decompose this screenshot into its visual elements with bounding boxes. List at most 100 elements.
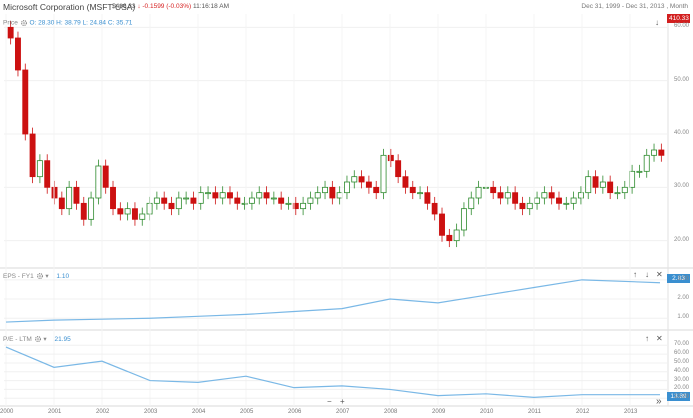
candle bbox=[95, 165, 102, 199]
eps-badge: 2.83 bbox=[667, 274, 690, 283]
candle bbox=[636, 170, 643, 173]
candle bbox=[563, 202, 570, 205]
candle bbox=[585, 176, 592, 194]
y-tick-label: 30.00 bbox=[673, 376, 689, 383]
candle bbox=[153, 197, 160, 204]
candle bbox=[80, 202, 87, 220]
x-tick-label: 2000 bbox=[0, 409, 14, 415]
candle bbox=[44, 160, 51, 188]
candle bbox=[570, 197, 577, 204]
candle bbox=[36, 160, 43, 178]
candle bbox=[651, 149, 657, 156]
gear-icon[interactable] bbox=[36, 272, 44, 280]
candle bbox=[453, 229, 460, 242]
y-tick-label: 2.00 bbox=[677, 295, 689, 302]
candle bbox=[241, 202, 248, 205]
x-tick-label: 2006 bbox=[288, 409, 302, 415]
candle bbox=[161, 197, 168, 204]
last-price: $416.33 bbox=[112, 3, 136, 10]
candle bbox=[205, 192, 212, 195]
candle bbox=[468, 197, 475, 210]
quote-time: 11:16:18 AM bbox=[192, 3, 229, 10]
date-range[interactable]: Dec 31, 1999 - Dec 31, 2013 , Month bbox=[581, 3, 688, 10]
candle bbox=[460, 208, 467, 231]
candle bbox=[417, 192, 424, 195]
candle bbox=[278, 197, 285, 204]
price-panel-label: Price bbox=[3, 19, 18, 27]
candle bbox=[88, 197, 95, 220]
candle bbox=[577, 192, 584, 199]
x-tick-label: 2007 bbox=[336, 409, 350, 415]
x-tick-label: 2013 bbox=[624, 409, 638, 415]
last-price-badge: 410.33 bbox=[667, 14, 690, 23]
pe-panel-title: P/E - LTM ▾ 21.95 bbox=[3, 335, 71, 343]
move-up-button[interactable]: ↑ bbox=[645, 334, 649, 343]
candle bbox=[307, 197, 314, 204]
zoom-in-button[interactable]: + bbox=[340, 397, 345, 406]
x-tick-label: 2001 bbox=[48, 409, 62, 415]
candle bbox=[29, 133, 36, 178]
candle bbox=[446, 234, 453, 242]
top-bar: Microsoft Corporation (MSFT-USA) $416.33… bbox=[0, 0, 693, 16]
gear-icon[interactable] bbox=[34, 335, 42, 343]
chevron-down-icon[interactable]: ▾ bbox=[45, 273, 49, 280]
security-title: Microsoft Corporation (MSFT-USA) bbox=[3, 2, 136, 12]
y-tick-label: 50.00 bbox=[673, 358, 689, 365]
move-down-button[interactable]: ↓ bbox=[645, 270, 649, 279]
candle bbox=[395, 160, 402, 178]
candle bbox=[607, 181, 614, 194]
candle bbox=[285, 202, 292, 205]
candle bbox=[15, 37, 21, 71]
move-up-button[interactable]: ↑ bbox=[633, 270, 637, 279]
candle bbox=[300, 202, 307, 210]
price-quote: $416.33 ↓ -0.1599 (-0.03%) 11:16:18 AM bbox=[112, 3, 229, 10]
scroll-forward-button[interactable]: » bbox=[656, 396, 662, 407]
move-down-button[interactable]: ↓ bbox=[655, 18, 659, 27]
y-tick-label: 40.00 bbox=[673, 130, 689, 136]
candle bbox=[380, 154, 387, 194]
y-tick-label: 20.00 bbox=[673, 236, 689, 243]
price-change: -0.1599 (-0.03%) bbox=[142, 3, 192, 10]
chevron-down-icon[interactable]: ▾ bbox=[43, 336, 47, 343]
x-tick-label: 2005 bbox=[240, 409, 254, 415]
candle bbox=[212, 192, 219, 199]
candle bbox=[556, 197, 562, 204]
eps-panel-label: EPS - FY1 bbox=[3, 273, 34, 280]
candle bbox=[314, 192, 321, 199]
candle bbox=[402, 176, 409, 188]
candle bbox=[643, 154, 650, 172]
candle bbox=[51, 186, 58, 199]
x-tick-label: 2004 bbox=[192, 409, 206, 415]
candle bbox=[387, 154, 394, 162]
close-panel-button[interactable]: ✕ bbox=[656, 334, 663, 343]
candle bbox=[373, 186, 380, 194]
y-tick-label: 30.00 bbox=[673, 183, 689, 190]
y-tick-label: 70.00 bbox=[673, 341, 689, 348]
y-tick-label: 10.00 bbox=[673, 394, 689, 401]
candle bbox=[526, 202, 533, 210]
candle bbox=[519, 202, 526, 210]
candle bbox=[497, 192, 504, 199]
candle bbox=[475, 186, 482, 199]
close-panel-button[interactable]: ✕ bbox=[656, 270, 663, 279]
x-tick-label: 2009 bbox=[432, 409, 446, 415]
candle bbox=[270, 197, 277, 200]
zoom-out-button[interactable]: − bbox=[327, 397, 332, 406]
pe-value: 21.95 bbox=[54, 336, 71, 343]
candle bbox=[541, 192, 548, 199]
candle bbox=[183, 197, 190, 200]
candle bbox=[73, 186, 80, 204]
candle bbox=[58, 197, 65, 210]
gear-icon[interactable] bbox=[20, 19, 28, 27]
x-tick-label: 2002 bbox=[96, 409, 110, 415]
y-tick-label: 1.00 bbox=[677, 314, 689, 321]
candle bbox=[431, 202, 438, 215]
candle bbox=[621, 186, 628, 194]
candle bbox=[102, 165, 109, 188]
candle bbox=[599, 181, 606, 188]
series-line bbox=[5, 346, 660, 398]
candle bbox=[344, 181, 350, 194]
candle bbox=[504, 192, 511, 199]
candle bbox=[439, 213, 445, 236]
